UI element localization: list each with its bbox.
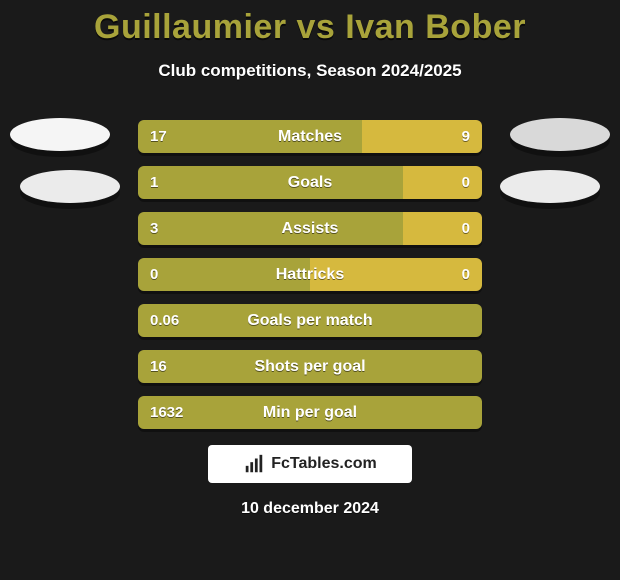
chart-icon	[243, 453, 265, 475]
stat-row: 16Shots per goal	[138, 350, 482, 383]
stat-row: 10Goals	[138, 166, 482, 199]
stat-label: Goals per match	[138, 304, 482, 337]
site-name: FcTables.com	[271, 455, 377, 473]
stat-row: 30Assists	[138, 212, 482, 245]
stat-row: 00Hattricks	[138, 258, 482, 291]
stat-label: Hattricks	[138, 258, 482, 291]
stat-row: 0.06Goals per match	[138, 304, 482, 337]
page-title: Guillaumier vs Ivan Bober	[0, 0, 620, 47]
team-right-badge	[500, 170, 600, 203]
date-label: 10 december 2024	[0, 500, 620, 518]
stats-chart: 179Matches 10Goals 30Assists 00Hattricks 0.0…	[138, 120, 482, 442]
team-left-badge	[20, 170, 120, 203]
subtitle: Club competitions, Season 2024/2025	[0, 61, 620, 81]
site-badge[interactable]: FcTables.com	[208, 445, 412, 483]
stat-row: 179Matches	[138, 120, 482, 153]
stat-label: Matches	[138, 120, 482, 153]
player-right-avatar	[510, 118, 610, 151]
stat-label: Shots per goal	[138, 350, 482, 383]
stat-label: Assists	[138, 212, 482, 245]
stat-row: 1632Min per goal	[138, 396, 482, 429]
player-left-avatar	[10, 118, 110, 151]
stat-label: Goals	[138, 166, 482, 199]
stat-label: Min per goal	[138, 396, 482, 429]
